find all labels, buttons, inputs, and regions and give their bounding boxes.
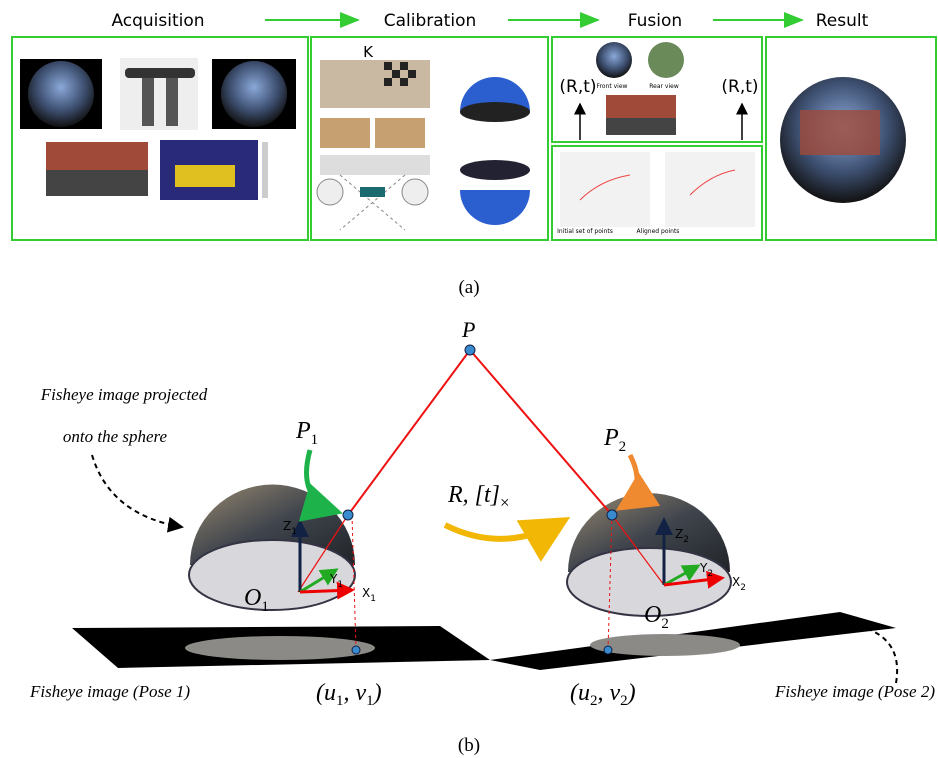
label-base: P [603,425,619,451]
calibration-images: K [316,43,530,231]
acquisition-images [20,58,296,200]
axis-labels: Z1 Y1 X1 Z2 Y2 X2 [283,519,746,604]
fusion-images: Front view Rear view (R,t) (R,t) Initial… [557,42,759,235]
pixel-label: (u2, v2) [570,680,636,709]
caption: (b) [458,735,480,756]
annotation: Aligned points [637,228,680,235]
result-image [780,77,906,203]
label-sub: 1 [261,599,269,615]
label-sub: 1 [336,693,344,709]
pixel-label: (u1, v1) [316,680,382,709]
pose-label: Fisheye image (Pose 1) [29,682,190,701]
label-sub: 2 [619,439,627,455]
pose-label: Fisheye image (Pose 2) [774,682,935,701]
transform-label: R, [t]× [447,482,510,512]
label-sub: 2 [683,535,689,545]
panel-a: Acquisition Calibration Fusion Result [11,11,937,298]
axis-label: Y1 [329,572,343,590]
label-sub: 2 [620,693,628,709]
label-part: (u [316,680,336,706]
label-base: P [295,418,311,444]
label-base: Z [283,519,291,533]
annotation: Rear view [649,83,679,90]
axes [291,517,725,600]
pointer-arrow [298,449,343,522]
label-part: (u [570,680,590,706]
label-base: Z [675,527,683,541]
axis-label: X1 [362,586,376,604]
note: onto the sphere [63,427,168,446]
label-part: ) [626,680,636,706]
point-label: P1 [295,418,318,448]
annotation: (R,t) [559,77,596,97]
point-label: P [461,317,475,342]
origin-label: O2 [644,602,669,632]
label-base: O [244,585,261,611]
axis-label: Z2 [675,527,689,545]
axis-label: X2 [732,575,746,593]
axis-label: Z1 [283,519,297,537]
pointer-arrow [615,453,661,511]
label-sub: 2 [661,616,669,632]
stage-label: Calibration [384,11,477,31]
label-sub: 1 [311,432,319,448]
stage-boxes [11,36,937,241]
annotation: (R,t) [721,77,758,97]
label-sub: × [500,493,510,512]
origin-labels: O1 O2 [244,585,669,632]
points [342,344,618,655]
label-sub: 1 [291,527,297,537]
note-arrow [91,454,184,533]
label-sub: 2 [590,693,598,709]
stage-label: Result [816,11,869,31]
label-sub: 1 [337,580,343,590]
caption: (a) [458,277,479,298]
label-base: O [644,602,661,628]
stage-label: Acquisition [111,11,204,31]
panel-b: Z1 Y1 X1 Z2 Y2 X2 O1 O2 P P1 P2 R, [t]× … [29,317,935,756]
note: Fisheye image projected [40,385,208,404]
label-base: Y [329,572,338,586]
annotation: Front view [597,83,628,90]
label-sub: 2 [740,583,746,593]
stage-label: Fusion [628,11,682,31]
label-base: R, [t] [447,482,500,508]
label-sub: 2 [707,569,713,579]
transform-arrow [443,516,571,562]
label-base: Y [699,561,708,575]
label-part: , v [598,680,621,706]
label-sub: 1 [366,693,374,709]
origin-label: O1 [244,585,269,615]
point-label: P2 [603,425,626,455]
axis-label: Y2 [699,561,713,579]
label-base: X [732,575,740,589]
annotation: K [363,43,374,61]
label-base: X [362,586,370,600]
label-sub: 1 [370,594,376,604]
label-part: ) [372,680,382,706]
annotation: Initial set of points [557,228,613,235]
note-arrow [840,616,899,684]
label-part: , v [344,680,367,706]
